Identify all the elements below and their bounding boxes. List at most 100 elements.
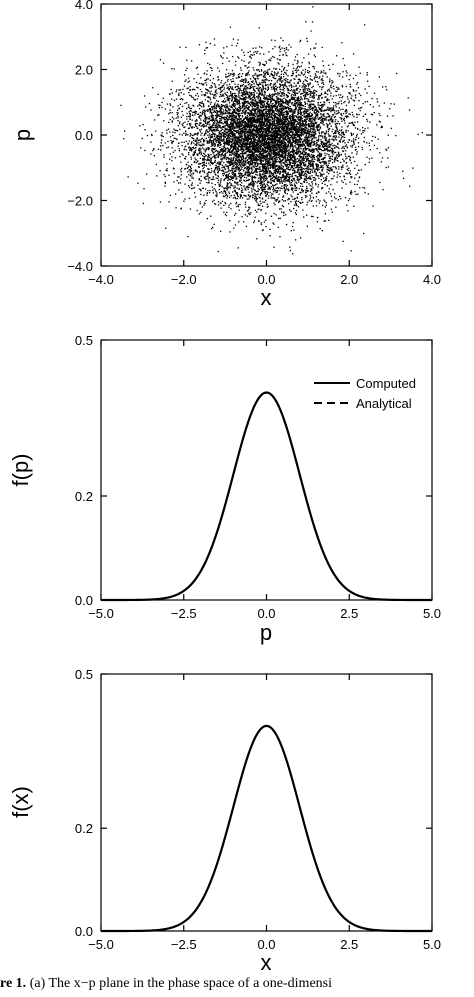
scatter-point [349, 181, 351, 183]
scatter-point [241, 109, 244, 112]
scatter-point [193, 147, 195, 150]
scatter-point [317, 167, 319, 169]
scatter-point [278, 83, 281, 85]
scatter-point [270, 186, 272, 188]
scatter-point [250, 91, 252, 94]
scatter-point [337, 122, 339, 125]
scatter-point [198, 178, 200, 180]
scatter-point [281, 176, 283, 179]
scatter-point [358, 92, 360, 95]
scatter-point [266, 136, 268, 138]
scatter-point [247, 163, 250, 165]
scatter-point [258, 168, 260, 170]
scatter-point [329, 119, 331, 121]
scatter-point [325, 162, 327, 164]
scatter-point [232, 38, 235, 40]
scatter-point [213, 171, 216, 173]
scatter-point [287, 197, 290, 200]
scatter-point [260, 176, 263, 179]
scatter-point [248, 165, 251, 167]
scatter-point [191, 119, 193, 121]
scatter-point [337, 110, 340, 112]
scatter-point [259, 97, 261, 99]
scatter-point [259, 113, 261, 115]
scatter-point [347, 210, 349, 212]
scatter-point [248, 184, 250, 186]
scatter-point [293, 156, 295, 158]
scatter-point [239, 89, 241, 91]
scatter-point [250, 78, 252, 80]
scatter-point [238, 161, 240, 164]
scatter-point [246, 122, 248, 124]
scatter-point [223, 47, 225, 49]
scatter-point [233, 118, 235, 120]
scatter-point [264, 186, 267, 188]
scatter-point [237, 39, 239, 41]
scatter-point [214, 189, 217, 191]
scatter-point [179, 89, 181, 91]
scatter-point [347, 141, 349, 143]
scatter-point [235, 154, 237, 156]
scatter-point [249, 207, 251, 209]
scatter-point [268, 111, 270, 113]
scatter-point [265, 195, 267, 198]
scatter-point [181, 153, 183, 155]
scatter-point [163, 173, 165, 176]
scatter-point [194, 144, 196, 146]
scatter-point [331, 82, 333, 84]
scatter-point [362, 115, 364, 118]
scatter-point [211, 82, 213, 84]
scatter-point [323, 110, 325, 112]
scatter-point [287, 90, 289, 92]
scatter-point [249, 96, 251, 98]
scatter-point [326, 175, 328, 177]
scatter-point [224, 149, 226, 151]
scatter-point [306, 170, 308, 172]
scatter-point [199, 172, 201, 174]
scatter-point [266, 183, 268, 186]
scatter-point [312, 121, 314, 123]
scatter-point [226, 143, 228, 146]
scatter-point [231, 135, 233, 137]
scatter-point [155, 130, 157, 132]
scatter-point [226, 103, 228, 105]
scatter-point [169, 118, 171, 121]
scatter-point [222, 150, 224, 152]
scatter-point [316, 113, 319, 115]
scatter-point [344, 109, 347, 111]
scatter-point [203, 157, 205, 160]
scatter-point [272, 76, 274, 78]
scatter-point [340, 198, 342, 200]
scatter-point [326, 166, 328, 169]
scatter-point [238, 130, 240, 132]
scatter-point [181, 141, 183, 143]
scatter-point [288, 149, 290, 151]
scatter-point [302, 201, 304, 203]
scatter-point [325, 119, 327, 121]
scatter-point [220, 178, 222, 180]
scatter-point [289, 82, 291, 84]
scatter-point [231, 93, 233, 96]
scatter-point [173, 172, 175, 175]
scatter-point [321, 71, 323, 73]
scatter-point [229, 153, 231, 156]
scatter-point [238, 102, 240, 104]
scatter-point [235, 166, 237, 169]
scatter-point [230, 151, 233, 153]
scatter-point [211, 149, 213, 151]
scatter-point [341, 132, 343, 134]
scatter-point [298, 111, 300, 113]
scatter-point [241, 124, 244, 126]
scatter-point [357, 87, 360, 89]
scatter-point [203, 103, 205, 105]
scatter-point [297, 104, 299, 106]
scatter-point [298, 78, 301, 80]
scatter-point [295, 109, 297, 111]
scatter-point [217, 201, 220, 203]
scatter-point [255, 156, 258, 158]
scatter-point [252, 155, 254, 157]
scatter-point [290, 187, 293, 189]
scatter-point [218, 125, 220, 127]
scatter-point [272, 150, 275, 152]
scatter-point [298, 116, 300, 119]
